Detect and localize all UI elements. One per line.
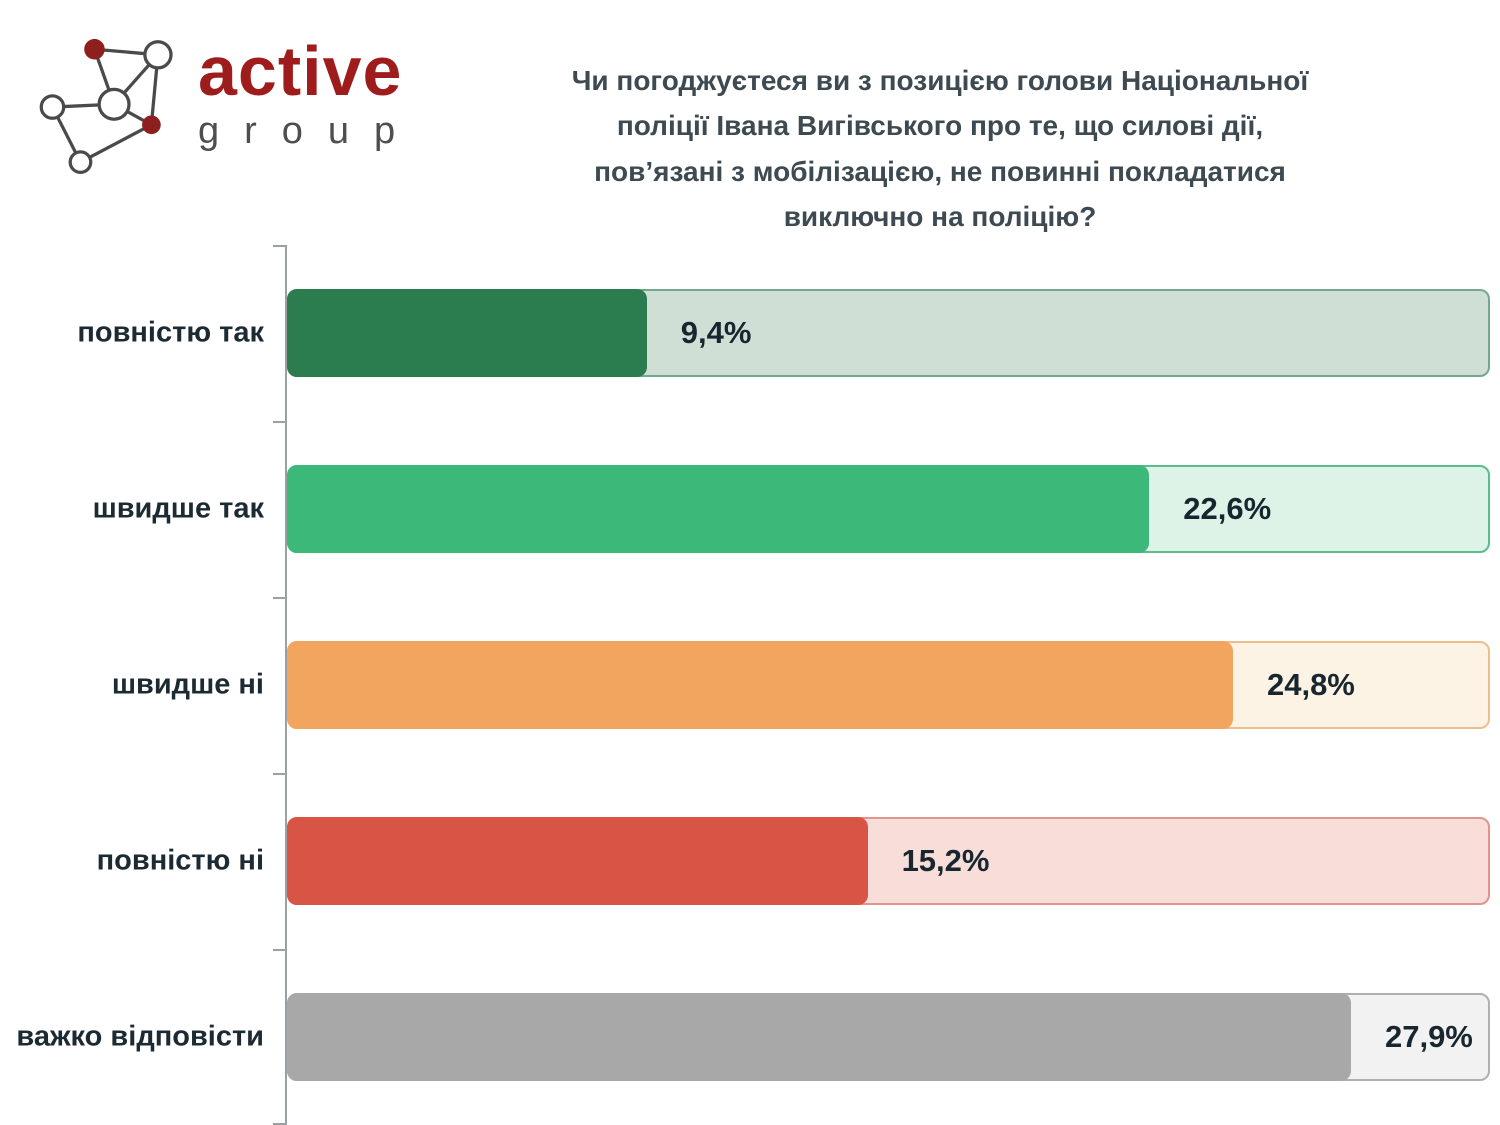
category-label: повністю ні [96, 844, 264, 877]
y-axis-line [285, 245, 287, 1125]
bar-fill [287, 289, 647, 377]
axis-tick [273, 421, 285, 423]
logo: active group [20, 10, 420, 178]
bar-track: 22,6% [287, 465, 1490, 553]
bar-fill [287, 817, 868, 905]
bar-fill [287, 465, 1150, 553]
chart-row: повністю ні 15,2% [0, 773, 1500, 949]
brand: active group [198, 36, 420, 153]
chart-title: Чи погоджуєтеся ви з позицією голови Нац… [571, 65, 1309, 233]
category-label: швидше ні [111, 668, 264, 701]
chart-row: важко відповісти 27,9% [0, 949, 1500, 1125]
brand-name: active [198, 31, 403, 110]
bar-track: 15,2% [287, 817, 1490, 905]
axis-tick [273, 597, 285, 599]
bar-track: 24,8% [287, 641, 1490, 729]
bar-track: 27,9% [287, 993, 1490, 1081]
chart-row: швидше ні 24,8% [0, 597, 1500, 773]
axis-tick [273, 949, 285, 951]
value-label: 27,9% [1384, 1019, 1473, 1054]
brand-subname: group [198, 109, 421, 152]
value-label: 15,2% [901, 843, 990, 878]
value-label: 24,8% [1266, 667, 1355, 702]
axis-tick [273, 773, 285, 775]
value-label: 22,6% [1183, 491, 1272, 526]
chart-row: повністю так 9,4% [0, 245, 1500, 421]
bar-fill [287, 993, 1351, 1081]
value-label: 9,4% [680, 315, 752, 350]
bar-fill [287, 641, 1233, 729]
category-label: швидше так [92, 492, 264, 525]
chart-row: швидше так 22,6% [0, 421, 1500, 597]
axis-tick [273, 1123, 285, 1125]
category-label: важко відповісти [16, 1020, 264, 1053]
bar-track: 9,4% [287, 289, 1490, 377]
bar-chart: повністю так 9,4% швидше так 22,6% швидше ні… [0, 245, 1500, 1125]
network-graph-icon [39, 38, 173, 175]
axis-tick [273, 245, 285, 247]
category-label: повністю так [77, 316, 264, 349]
